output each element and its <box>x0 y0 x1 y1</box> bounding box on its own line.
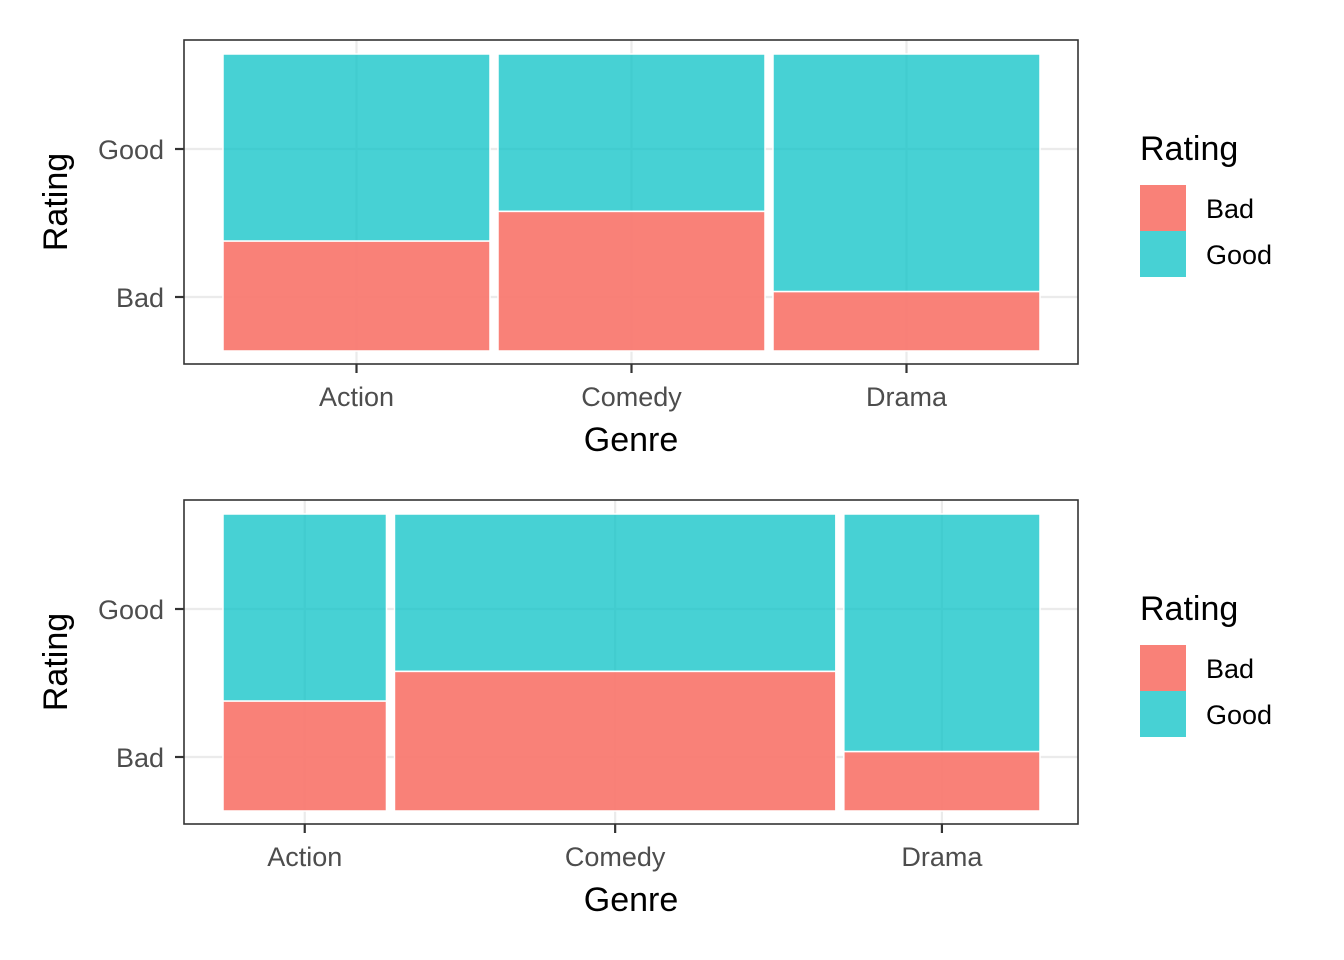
x-tick-label: Drama <box>866 382 948 412</box>
legend-key-bad <box>1140 185 1186 231</box>
tile-bad-comedy <box>393 670 837 812</box>
legend-label: Good <box>1206 700 1272 730</box>
tile-bad-comedy <box>497 210 766 352</box>
tile-good-drama <box>843 513 1041 753</box>
legend-label: Bad <box>1206 194 1254 224</box>
tile-bad-drama <box>772 290 1041 352</box>
x-tick-label: Action <box>267 842 342 872</box>
tile-bad-action <box>222 240 491 352</box>
legend-label: Bad <box>1206 654 1254 684</box>
tile-good-action <box>222 53 491 242</box>
tile-bad-action <box>222 700 388 812</box>
panel-border <box>183 499 1079 825</box>
x-axis-title: Genre <box>584 881 679 919</box>
legend-key-bad <box>1140 645 1186 691</box>
y-tick-label: Bad <box>116 283 164 313</box>
legend: Rating Bad Good <box>1140 130 1272 277</box>
y-tick-label: Good <box>98 595 164 625</box>
y-axis-title: Rating <box>37 613 75 711</box>
tile-bad-drama <box>843 750 1041 812</box>
tile-good-action <box>222 513 388 702</box>
mosaic-chart-2: Action Comedy DramaGoodBadGenreRatingRatin… <box>37 499 1272 919</box>
x-tick-label: Action <box>319 382 394 412</box>
legend: Rating Bad Good <box>1140 590 1272 737</box>
tile-good-comedy <box>497 53 766 213</box>
legend-key-good <box>1140 691 1186 737</box>
x-tick-label: Comedy <box>565 842 666 872</box>
legend-key-good <box>1140 231 1186 277</box>
mosaic-chart-1: Action Comedy DramaGoodBadGenreRatingRatin… <box>37 39 1272 459</box>
y-axis-title: Rating <box>37 153 75 251</box>
tile-good-comedy <box>393 513 837 673</box>
y-tick-label: Bad <box>116 743 164 773</box>
x-tick-label: Drama <box>901 842 983 872</box>
x-axis-title: Genre <box>584 421 679 459</box>
y-tick-label: Good <box>98 135 164 165</box>
legend-title: Rating <box>1140 590 1238 628</box>
legend-title: Rating <box>1140 130 1238 168</box>
tile-good-drama <box>772 53 1041 293</box>
legend-label: Good <box>1206 240 1272 270</box>
x-tick-label: Comedy <box>581 382 682 412</box>
